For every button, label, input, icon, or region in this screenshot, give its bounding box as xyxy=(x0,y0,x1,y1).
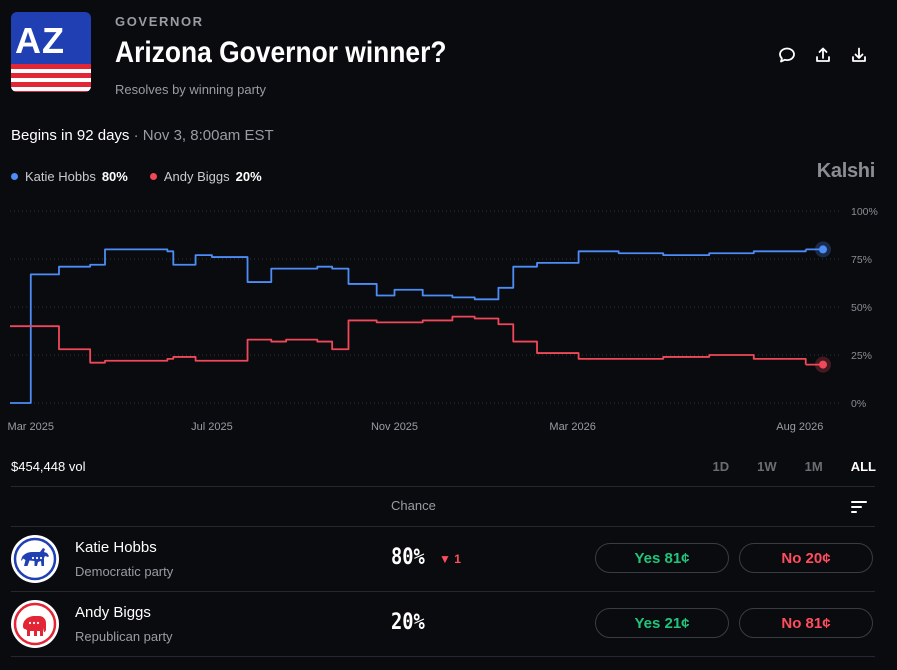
download-icon xyxy=(852,47,866,62)
range-all[interactable]: ALL xyxy=(850,459,876,474)
legend-name-biggs: Andy Biggs xyxy=(163,169,230,184)
table-row: Katie Hobbs Democratic party 80% ▼ 1 Yes… xyxy=(11,527,875,591)
page-title: Arizona Governor winner? xyxy=(115,36,447,69)
legend-dot-hobbs xyxy=(11,173,18,180)
candidate-name: Katie Hobbs xyxy=(75,539,157,556)
x-tick-label: Jul 2025 xyxy=(191,421,233,433)
buy-no-button[interactable]: No 81¢ xyxy=(739,608,873,638)
range-1d[interactable]: 1D xyxy=(712,459,730,474)
legend-pct-biggs: 20% xyxy=(235,169,262,184)
price-chart[interactable]: 100% 75% 50% 25% 0% Mar 2025 Jul 2025 Nov 2025 M… xyxy=(0,195,897,440)
kalshi-logo: Kalshi xyxy=(816,160,876,182)
share-icon xyxy=(816,47,830,62)
comment-icon xyxy=(779,47,795,63)
x-tick-label: Mar 2025 xyxy=(8,421,54,433)
range-1w[interactable]: 1W xyxy=(757,459,777,474)
volume-label: $454,448 vol xyxy=(11,459,86,474)
y-tick-label: 50% xyxy=(851,302,872,314)
page-subtitle: Resolves by winning party xyxy=(115,82,267,97)
donkey-icon xyxy=(13,537,57,581)
endpoint-dot xyxy=(819,245,827,254)
y-tick-label: 0% xyxy=(851,398,866,410)
logo-text: AZ xyxy=(15,20,65,61)
begins-info: Begins in 92 days · Nov 3, 8:00am EST xyxy=(11,127,274,144)
chance-value: 80% xyxy=(391,545,425,570)
legend-dot-biggs xyxy=(149,173,157,180)
avatar xyxy=(11,535,59,583)
legend-pct-hobbs: 80% xyxy=(101,169,128,184)
time-range-selector: 1D 1W 1M ALL xyxy=(713,459,876,474)
download-button[interactable] xyxy=(848,44,870,66)
x-tick-label: Mar 2026 xyxy=(549,421,595,433)
buy-yes-button[interactable]: Yes 81¢ xyxy=(595,543,729,573)
sort-icon xyxy=(851,501,867,513)
begins-label: Begins in 92 days xyxy=(11,127,130,144)
chance-value: 20% xyxy=(391,610,425,635)
share-button[interactable] xyxy=(812,44,834,66)
x-tick-label: Nov 2025 xyxy=(371,421,418,433)
chance-column-header: Chance xyxy=(391,498,436,513)
series-line-biggs xyxy=(10,315,807,365)
chance-change: ▼ 1 xyxy=(439,552,461,566)
range-1m[interactable]: 1M xyxy=(804,459,823,474)
table-row: Andy Biggs Republican party 20% Yes 21¢ … xyxy=(11,592,875,656)
logo-stripes xyxy=(11,64,91,92)
chart-legend: Katie Hobbs 80% Andy Biggs 20% xyxy=(11,169,284,184)
y-tick-label: 100% xyxy=(851,206,878,218)
header-actions xyxy=(776,44,870,66)
elephant-icon xyxy=(13,602,57,646)
avatar xyxy=(11,600,59,648)
candidate-party: Democratic party xyxy=(75,564,174,579)
divider xyxy=(11,656,875,657)
divider xyxy=(11,591,875,592)
x-tick-label: Aug 2026 xyxy=(776,421,823,433)
begins-date: · Nov 3, 8:00am EST xyxy=(129,127,274,144)
y-tick-label: 25% xyxy=(851,350,872,362)
candidate-name: Andy Biggs xyxy=(75,604,151,621)
market-logo: AZ xyxy=(11,12,91,92)
buy-yes-button[interactable]: Yes 21¢ xyxy=(595,608,729,638)
market-category[interactable]: GOVERNOR xyxy=(115,14,204,29)
candidate-party: Republican party xyxy=(75,629,173,644)
series-line-hobbs xyxy=(10,248,807,404)
buy-no-button[interactable]: No 20¢ xyxy=(739,543,873,573)
endpoint-dot xyxy=(819,360,827,369)
y-tick-label: 75% xyxy=(851,254,872,266)
legend-name-hobbs: Katie Hobbs xyxy=(25,169,96,184)
comment-button[interactable] xyxy=(776,44,798,66)
divider xyxy=(11,526,875,527)
divider xyxy=(11,486,875,487)
sort-button[interactable] xyxy=(851,500,867,514)
